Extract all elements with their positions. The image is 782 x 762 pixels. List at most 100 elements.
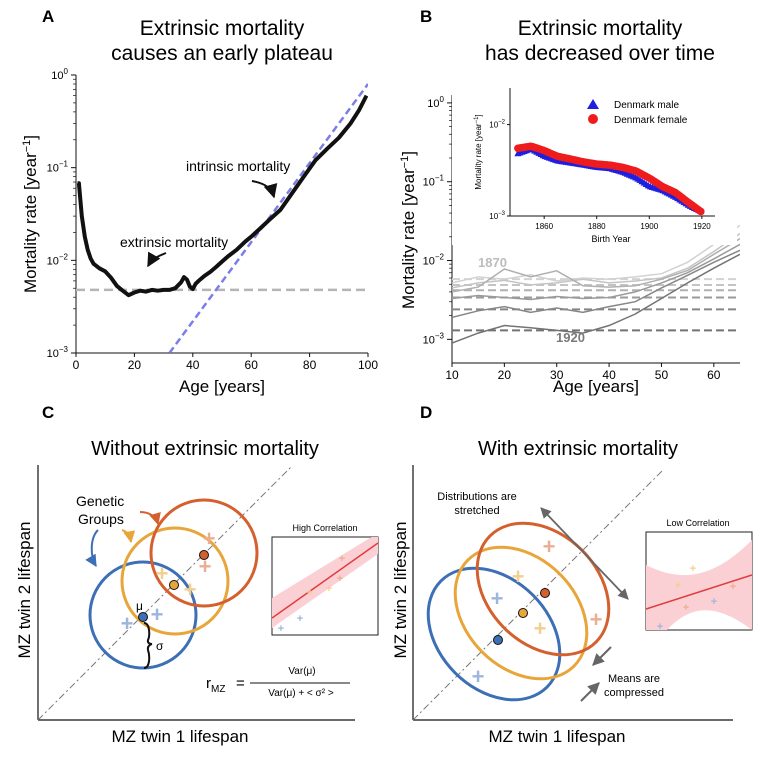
- y-tick-label: 100: [427, 95, 444, 110]
- genetic-arrow-orange: [121, 529, 136, 544]
- panel-a-series: [76, 83, 368, 353]
- legend-female-label: Denmark female: [614, 115, 688, 126]
- y-tick-label: 10−1: [423, 174, 445, 189]
- cohort-mortality-line: [452, 253, 740, 344]
- panel-c-twin-markers: + + + + + +: [121, 526, 216, 636]
- inset-x-tick-label: 1880: [588, 222, 606, 231]
- mean-dot-blue: [493, 635, 503, 645]
- mean-dot-red: [199, 550, 209, 560]
- formula-numerator: Var(μ): [288, 666, 315, 677]
- legend-male-marker: [587, 99, 599, 109]
- panel-a-title-line2: causes an early plateau: [111, 42, 333, 65]
- panel-c-title: Without extrinsic mortality: [91, 438, 319, 460]
- legend-female-marker: [588, 114, 598, 124]
- sigma-brace: [143, 622, 153, 669]
- genetic-group-circle-orange: [120, 526, 230, 636]
- inset-point: +: [339, 553, 345, 565]
- panel-c-inset-title: High Correlation: [292, 523, 357, 533]
- stretched-arrow: [540, 507, 629, 600]
- y-tick-label: 10−3: [423, 331, 445, 346]
- twin-plus-blue-2: +: [151, 602, 164, 627]
- x-tick-label: 60: [245, 358, 259, 372]
- panel-d-inset-confidence-band: [646, 540, 752, 630]
- panel-a-title-line1: Extrinsic mortality: [140, 17, 305, 40]
- genetic-group-circle-blue: [88, 560, 198, 670]
- panel-a-intrinsic-arrow: [251, 180, 278, 199]
- compressed-label-line2: compressed: [604, 687, 664, 699]
- twin-plus-red-2: +: [590, 607, 603, 632]
- cohort-mortality-line: [452, 249, 740, 319]
- twin-plus-orange-2: +: [184, 577, 197, 602]
- inset-point: +: [326, 583, 332, 595]
- inset-point: +: [307, 587, 313, 599]
- x-tick-label: 10: [445, 368, 459, 382]
- inset-x-tick-label: 1920: [693, 222, 711, 231]
- panel-a-annotation-extrinsic: extrinsic mortality: [120, 234, 228, 250]
- genetic-groups-line1: Genetic: [76, 493, 124, 509]
- panel-b: B Extrinsic mortality has decreased over…: [399, 7, 740, 396]
- inset-y-tick-label: 10−2: [489, 120, 505, 130]
- y-tick-label: 10−1: [47, 160, 69, 175]
- panel-c-xlabel: MZ twin 1 lifespan: [112, 727, 249, 746]
- inset-point: +: [297, 613, 303, 625]
- inset-x-tick-label: 1860: [535, 222, 553, 231]
- panel-c-inset-content: + + + + + +: [272, 537, 378, 635]
- panel-b-inset-axes: 1860 1880 1900 1920 10−2 10−3: [489, 88, 715, 231]
- genetic-arrow-blue: [85, 529, 99, 568]
- panel-d-inset-title: Low Correlation: [666, 518, 729, 528]
- mu-label: μ: [136, 599, 143, 613]
- panel-c-inset-confidence-band: [272, 537, 378, 628]
- x-tick-label: 0: [73, 358, 80, 372]
- formula-equals: =: [236, 675, 245, 692]
- y-tick-label: 10−3: [47, 345, 69, 360]
- panel-b-label-1920: 1920: [556, 330, 585, 345]
- mean-dot-orange: [518, 608, 528, 618]
- mean-dot-orange: [169, 580, 179, 590]
- panel-b-inset-series: [514, 142, 705, 216]
- twin-plus-blue-1: +: [491, 586, 504, 611]
- y-tick-label: 10−2: [423, 253, 445, 268]
- panel-b-xlabel: Age [years]: [553, 377, 639, 396]
- panel-c-letter: C: [42, 403, 54, 422]
- mean-dot-blue: [138, 612, 148, 622]
- inset-point: +: [730, 581, 736, 593]
- twin-plus-red-1: +: [543, 534, 556, 559]
- panel-d-xlabel: MZ twin 1 lifespan: [489, 727, 626, 746]
- sigma-label: σ: [156, 639, 164, 653]
- y-tick-label: 10−2: [47, 252, 69, 267]
- inset-y-tick-label: 10−3: [489, 211, 505, 221]
- panel-b-title-line2: has decreased over time: [485, 42, 715, 65]
- panel-b-label-1870: 1870: [478, 255, 507, 270]
- panel-b-title-line1: Extrinsic mortality: [518, 17, 683, 40]
- panel-a-annotation-intrinsic: intrinsic mortality: [186, 158, 290, 174]
- panel-a: A Extrinsic mortality causes an early pl…: [21, 7, 378, 396]
- cohort-mortality-line: [452, 232, 740, 289]
- correlation-formula: rMZ = Var(μ) Var(μ) + < σ² >: [206, 666, 350, 699]
- x-tick-label: 80: [303, 358, 317, 372]
- total-mortality-line: [76, 94, 368, 298]
- panel-b-series: [452, 224, 740, 344]
- panel-d-inset-content: + + + + + +: [646, 540, 752, 630]
- panel-c-inset-points: + + + + + +: [278, 553, 345, 635]
- genetic-groups-line2: Groups: [78, 511, 124, 527]
- panel-c: C Without extrinsic mortality MZ twin 1 …: [15, 403, 379, 746]
- twin-plus-orange-2: +: [534, 616, 547, 641]
- panel-d: D With extrinsic mortality MZ twin 1 lif…: [391, 403, 753, 746]
- x-tick-label: 50: [655, 368, 669, 382]
- twin-plus-blue-1: +: [121, 611, 134, 636]
- panel-c-ylabel: MZ twin 2 lifespan: [15, 522, 34, 659]
- x-tick-label: 60: [707, 368, 721, 382]
- panel-a-axes: 0 20 40 60 80 100 10−3 10−2 10−1 100: [47, 67, 379, 372]
- cohort-mortality-line: [452, 237, 740, 293]
- panel-d-ylabel: MZ twin 2 lifespan: [391, 522, 410, 659]
- compressed-arrow-lower: [580, 682, 600, 702]
- panel-d-title: With extrinsic mortality: [478, 438, 678, 460]
- genetic-arrow-red: [139, 511, 161, 526]
- twin-plus-blue-2: +: [472, 664, 485, 689]
- panel-b-inset-ylabel: Mortality rate [year−1]: [474, 114, 483, 189]
- x-tick-label: 100: [358, 358, 378, 372]
- panel-d-inset-fit-line: [646, 574, 752, 610]
- panel-b-ylabel: Mortality rate [year−1]: [399, 151, 418, 309]
- panel-b-inset-xlabel: Birth Year: [591, 234, 630, 244]
